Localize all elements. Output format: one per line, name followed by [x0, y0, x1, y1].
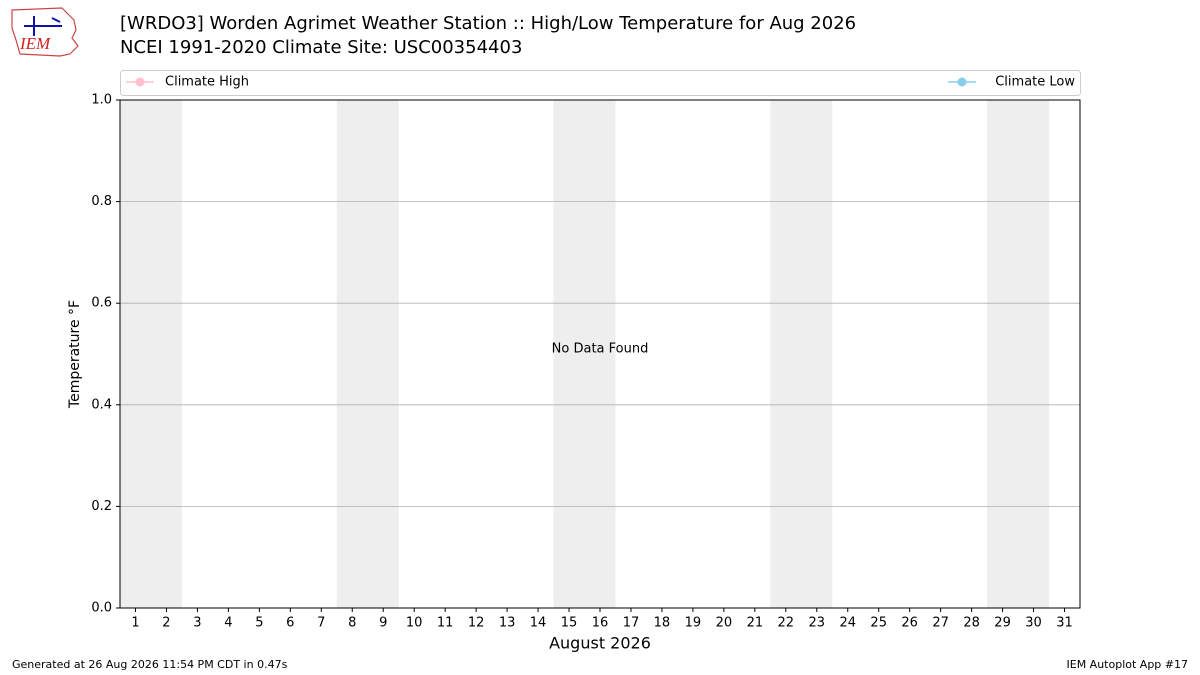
- y-tick-label: 0.4: [91, 397, 112, 412]
- legend-label: Climate Low: [995, 75, 1075, 90]
- x-tick-label: 14: [530, 616, 547, 631]
- weekend-span: [987, 100, 1050, 608]
- y-axis-label: Temperature °F: [67, 300, 83, 409]
- legend-marker: [135, 77, 145, 87]
- x-tick-label: 1: [131, 616, 139, 631]
- x-tick-label: 17: [623, 616, 640, 631]
- y-tick-label: 0.6: [91, 296, 112, 311]
- x-tick-label: 24: [839, 616, 856, 631]
- footer-left: Generated at 26 Aug 2026 11:54 PM CDT in…: [12, 658, 288, 671]
- x-tick-label: 5: [255, 616, 263, 631]
- x-tick-label: 22: [778, 616, 795, 631]
- x-tick-label: 15: [561, 616, 578, 631]
- x-tick-label: 9: [379, 616, 387, 631]
- x-tick-label: 13: [499, 616, 516, 631]
- x-tick-label: 31: [1056, 616, 1073, 631]
- y-tick-label: 0.2: [91, 499, 112, 514]
- x-tick-label: 19: [685, 616, 702, 631]
- x-tick-label: 25: [870, 616, 887, 631]
- footer-right: IEM Autoplot App #17: [1067, 658, 1189, 671]
- x-tick-label: 29: [994, 616, 1011, 631]
- x-tick-label: 23: [809, 616, 826, 631]
- x-tick-label: 30: [1025, 616, 1042, 631]
- x-tick-label: 18: [654, 616, 671, 631]
- x-tick-label: 21: [747, 616, 764, 631]
- x-tick-label: 10: [406, 616, 423, 631]
- y-tick-label: 1.0: [91, 93, 112, 108]
- weekend-span: [120, 100, 182, 608]
- x-tick-label: 6: [286, 616, 294, 631]
- x-tick-label: 12: [468, 616, 485, 631]
- x-axis-label: August 2026: [549, 634, 651, 653]
- plot-frame: [119, 99, 1081, 609]
- logo-text: IEM: [19, 34, 51, 53]
- chart-subtitle: NCEI 1991-2020 Climate Site: USC00354403: [120, 37, 522, 58]
- weekend-span: [553, 100, 616, 608]
- x-tick-label: 26: [901, 616, 918, 631]
- x-tick-label: 2: [162, 616, 170, 631]
- y-tick-label: 0.8: [91, 194, 112, 209]
- x-tick-label: 28: [963, 616, 980, 631]
- legend-label: Climate High: [165, 75, 249, 90]
- chart-title: [WRDO3] Worden Agrimet Weather Station :…: [120, 13, 856, 34]
- x-tick-label: 7: [317, 616, 325, 631]
- legend-marker: [957, 77, 967, 87]
- weekend-span: [336, 100, 399, 608]
- weekend-span: [770, 100, 833, 608]
- y-tick-label: 0.0: [91, 601, 112, 616]
- x-tick-label: 16: [592, 616, 609, 631]
- annotation: No Data Found: [552, 342, 649, 357]
- legend-box: [120, 70, 1081, 96]
- x-tick-label: 8: [348, 616, 356, 631]
- logo: IEM: [11, 7, 79, 57]
- x-tick-label: 11: [437, 616, 454, 631]
- x-tick-label: 4: [224, 616, 232, 631]
- x-tick-label: 3: [193, 616, 201, 631]
- x-tick-label: 20: [716, 616, 733, 631]
- x-tick-label: 27: [932, 616, 949, 631]
